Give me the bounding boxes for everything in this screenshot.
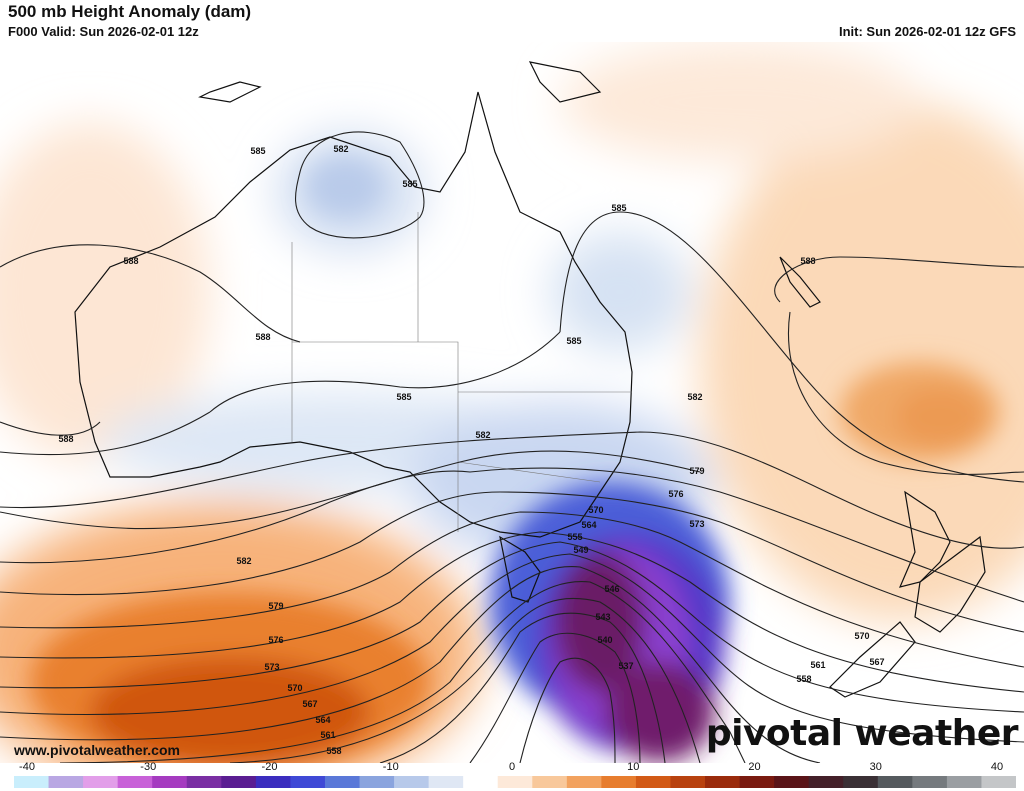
- contour-label: 561: [810, 660, 825, 670]
- init-time: Init: Sun 2026-02-01 12z GFS: [838, 24, 1016, 39]
- contour-label: 588: [800, 256, 815, 266]
- contour-label: 579: [689, 466, 704, 476]
- colorbar-swatch: [705, 776, 741, 788]
- map-panel: 582 585 585 588 588 588 588 585 585 585 …: [0, 42, 1024, 763]
- contour-label: 561: [320, 730, 335, 740]
- watermark-url: www.pivotalweather.com: [14, 742, 180, 758]
- state-borders: [291, 212, 632, 532]
- colorbar-tick-label: 0: [508, 761, 516, 773]
- colorbar-swatch: [83, 776, 119, 788]
- contour-label: 543: [595, 612, 610, 622]
- colorbar-swatch: [152, 776, 188, 788]
- contour-label: 585: [402, 179, 417, 189]
- colorbar-tick-label: 30: [869, 761, 882, 773]
- contour-label: 585: [566, 336, 581, 346]
- contour-label: 558: [796, 674, 811, 684]
- colorbar-tick-label: -10: [382, 761, 399, 773]
- colorbar-swatch: [221, 776, 257, 788]
- colorbar-tick-label: -40: [19, 761, 35, 773]
- colorbar-swatch: [394, 776, 430, 788]
- colorbar-swatch: [186, 776, 222, 788]
- colorbar-swatch: [532, 776, 568, 788]
- colorbar-swatch: [290, 776, 326, 788]
- colorbar-swatch: [912, 776, 948, 788]
- colorbar-swatch: [601, 776, 637, 788]
- colorbar-tick-label: 20: [748, 761, 761, 773]
- contour-label: 585: [611, 203, 626, 213]
- colorbar-swatch: [463, 776, 499, 788]
- colorbar-swatch: [497, 776, 533, 788]
- header: 500 mb Height Anomaly (dam) F000 Valid: …: [0, 0, 1024, 42]
- contour-label: 579: [268, 601, 283, 611]
- contour-label: 588: [123, 256, 138, 266]
- colorbar-swatch: [981, 776, 1016, 788]
- colorbar-swatch: [14, 776, 50, 788]
- contour-label: 576: [268, 635, 283, 645]
- contour-label: 570: [588, 505, 603, 515]
- colorbar-swatch: [324, 776, 361, 788]
- colorbar-swatch: [774, 776, 810, 788]
- contour-label: 567: [869, 657, 884, 667]
- colorbar-swatch: [635, 776, 672, 788]
- brand-logo-text: pivotal weather: [705, 713, 1019, 754]
- height-contours: [0, 131, 1024, 763]
- contour-label: 582: [236, 556, 251, 566]
- colorbar-swatch: [255, 776, 292, 788]
- colorbar-swatch: [877, 776, 913, 788]
- colorbar-swatch: [843, 776, 879, 788]
- contour-label: 567: [302, 699, 317, 709]
- colorbar-swatch: [566, 776, 602, 788]
- contour-label: 564: [315, 715, 330, 725]
- contour-label: 573: [689, 519, 704, 529]
- colorbar-ticks: -40 -30 -20 -10 0 10 20 30 40: [0, 761, 1024, 775]
- colorbar-tick-label: -30: [140, 761, 157, 773]
- colorbar-tick-label: 10: [627, 761, 640, 773]
- colorbar: [14, 776, 1016, 788]
- anomaly-shading: [0, 42, 1024, 763]
- colorbar-swatch: [670, 776, 706, 788]
- colorbar-swatch: [946, 776, 983, 788]
- coastlines: [74, 61, 986, 698]
- colorbar-swatch: [359, 776, 395, 788]
- map-title: 500 mb Height Anomaly (dam): [8, 2, 252, 21]
- colorbar-swatch: [808, 776, 844, 788]
- contour-label: 570: [287, 683, 302, 693]
- colorbar-tick-label: -20: [261, 761, 278, 773]
- contour-label: 588: [255, 332, 270, 342]
- contour-label: 576: [668, 489, 683, 499]
- contour-label: 588: [58, 434, 73, 444]
- contour-label: 573: [264, 662, 279, 672]
- contour-label: 582: [475, 430, 490, 440]
- contour-labels: 582 585 585 588 588 588 588 585 585 585 …: [58, 144, 884, 756]
- contour-label: 582: [687, 392, 702, 402]
- contour-label: 564: [581, 520, 596, 530]
- height-anomaly-map: 582 585 585 588 588 588 588 585 585 585 …: [0, 42, 1024, 763]
- contour-label: 549: [573, 545, 588, 555]
- colorbar-swatch: [48, 776, 84, 788]
- contour-label: 570: [854, 631, 869, 641]
- contour-label: 585: [250, 146, 265, 156]
- contour-label: 585: [396, 392, 411, 402]
- contour-label: 555: [567, 532, 582, 542]
- colorbar-swatch: [117, 776, 153, 788]
- colorbar-swatch: [428, 776, 464, 788]
- valid-time: F000 Valid: Sun 2026-02-01 12z: [8, 24, 199, 39]
- contour-label: 582: [333, 144, 348, 154]
- contour-label: 558: [326, 746, 341, 756]
- contour-label: 540: [597, 635, 612, 645]
- colorbar-tick-label: 40: [990, 761, 1004, 773]
- contour-label: 537: [618, 661, 633, 671]
- colorbar-swatch: [739, 776, 775, 788]
- contour-label: 546: [604, 584, 619, 594]
